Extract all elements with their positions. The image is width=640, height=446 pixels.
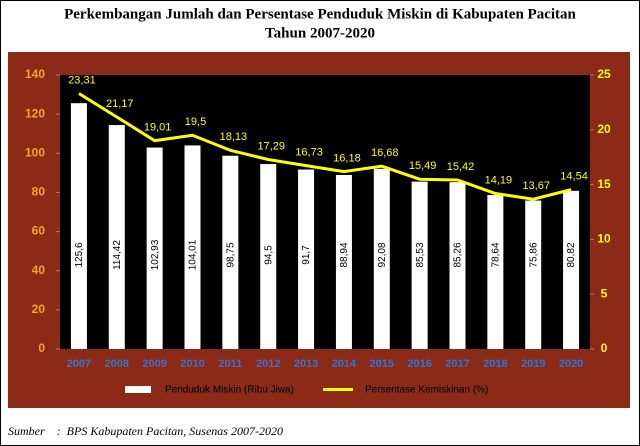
line-label: 15,42: [447, 161, 475, 173]
bar-label: 114,42: [112, 240, 123, 270]
y-tick-label: 0: [38, 341, 45, 355]
bar-label: 85,53: [415, 242, 426, 267]
line-label: 17,29: [257, 140, 285, 152]
x-tick-label: 2017: [445, 358, 469, 370]
x-tick-label: 2013: [294, 358, 318, 370]
line-label: 23,31: [68, 74, 96, 86]
bar: [449, 182, 466, 349]
bar: [525, 200, 542, 349]
y-tick-label: 60: [32, 224, 46, 238]
bar-label: 88,94: [339, 242, 350, 267]
legend-label: Penduduk Miskin (Ribu Jiwa): [165, 385, 294, 396]
legend-swatch: [125, 386, 151, 393]
chart-subtitle: Tahun 2007-2020: [265, 25, 375, 41]
line-label: 16,18: [333, 153, 361, 165]
bar-label: 78,64: [490, 242, 501, 267]
y2-tick-label: 5: [601, 286, 608, 300]
x-tick-label: 2007: [67, 358, 91, 370]
y-tick-label: 120: [25, 106, 45, 120]
x-tick-label: 2012: [256, 358, 280, 370]
bar-label: 98,75: [225, 242, 236, 267]
line-label: 14,54: [560, 171, 588, 183]
bar-label: 91,7: [301, 245, 312, 265]
x-tick-label: 2010: [180, 358, 204, 370]
bar: [222, 155, 239, 349]
x-tick-label: 2020: [559, 358, 583, 370]
chart-title: Perkembangan Jumlah dan Persentase Pendu…: [64, 6, 576, 22]
bar-label: 104,01: [188, 239, 199, 270]
line-label: 13,67: [522, 180, 550, 192]
y2-tick-label: 10: [597, 232, 611, 246]
bar-label: 80,82: [566, 242, 577, 267]
legend-label: Persentase Kemiskinan (%): [365, 385, 488, 396]
x-tick-label: 2014: [332, 358, 357, 370]
bar-label: 75,86: [528, 242, 539, 267]
bar: [108, 125, 125, 349]
x-tick-label: 2009: [142, 358, 166, 370]
bar: [335, 174, 352, 349]
line-label: 16,68: [371, 147, 399, 159]
line-label: 18,13: [220, 131, 248, 143]
bar: [411, 181, 428, 349]
y-tick-label: 40: [32, 263, 46, 277]
bar: [146, 147, 163, 349]
y-tick-label: 140: [25, 67, 45, 81]
x-tick-label: 2008: [105, 358, 129, 370]
x-tick-label: 2015: [370, 358, 394, 370]
y2-tick-label: 15: [597, 177, 611, 191]
plot-area: [60, 75, 590, 349]
y2-tick-label: 25: [597, 67, 611, 81]
x-tick-label: 2016: [407, 358, 431, 370]
bar: [70, 103, 87, 349]
line-label: 15,49: [409, 160, 437, 172]
y-tick-label: 80: [32, 185, 46, 199]
bar: [487, 195, 504, 349]
line-label: 21,17: [106, 98, 134, 110]
bar: [184, 145, 201, 349]
y2-tick-label: 20: [597, 122, 611, 136]
y-tick-label: 100: [25, 145, 45, 159]
bar-label: 94,5: [263, 245, 274, 265]
line-label: 19,5: [185, 116, 206, 128]
bar: [260, 164, 277, 349]
y2-tick-label: 0: [601, 341, 608, 355]
bar-label: 102,93: [150, 239, 161, 270]
x-tick-label: 2011: [218, 358, 242, 370]
x-tick-label: 2018: [483, 358, 507, 370]
bar: [373, 168, 390, 349]
bar-label: 85,26: [453, 242, 464, 267]
bar-label: 92,08: [377, 242, 388, 267]
line: [78, 92, 572, 201]
bar-label: 125,6: [74, 242, 85, 267]
source: Sumber : BPS Kabupaten Pacitan, Susenas …: [8, 424, 283, 438]
bar: [298, 169, 315, 349]
line-label: 16,73: [295, 147, 323, 159]
bar: [563, 190, 580, 349]
line-label: 14,19: [485, 174, 513, 186]
line-label: 19,01: [144, 122, 172, 134]
x-tick-label: 2019: [521, 358, 545, 370]
y-tick-label: 20: [32, 302, 46, 316]
